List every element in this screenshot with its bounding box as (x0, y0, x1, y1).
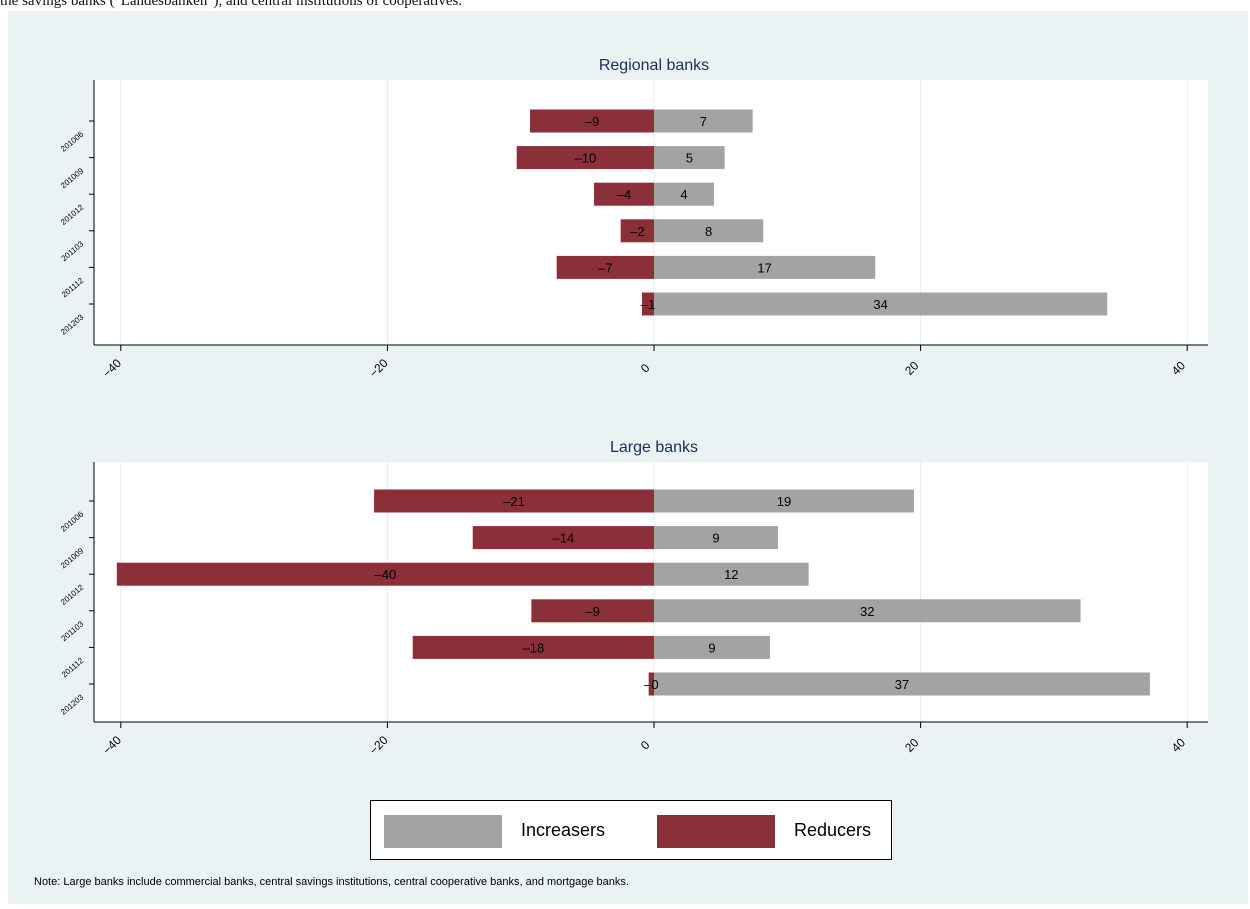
large-banks-data-label-increasers: 19 (777, 494, 791, 509)
regional-banks-bar-reducers (594, 182, 654, 206)
regional-banks-data-label-reducers: –10 (574, 151, 596, 166)
regional-banks-x-tick-label: 20 (902, 358, 922, 378)
regional-banks-bar-reducers (642, 292, 654, 316)
large-banks-bar-increasers (654, 635, 770, 659)
regional-banks-category-label: 201112 (60, 276, 86, 300)
regional-banks-data-label-increasers: 7 (700, 114, 707, 129)
regional-banks-bar-reducers (516, 146, 654, 170)
regional-banks-bar-increasers (654, 109, 753, 133)
large-banks-data-label-increasers: 9 (708, 640, 715, 655)
large-banks-bar-increasers (654, 599, 1081, 623)
large-banks-title: Large banks (610, 439, 698, 456)
large-banks-bar-reducers (374, 489, 654, 513)
large-banks-bar-reducers (412, 635, 654, 659)
large-banks-bar-increasers (654, 672, 1150, 696)
large-banks-category-label: 201009 (59, 546, 86, 570)
regional-banks-data-label-increasers: 8 (705, 224, 712, 239)
large-banks-category-label: 201012 (59, 582, 86, 606)
regional-banks-x-tick-label: −20 (366, 356, 391, 381)
legend-label-reducers: Reducers (794, 820, 872, 840)
regional-banks-x-tick-label: 40 (1169, 358, 1189, 378)
regional-banks-category-label: 201103 (59, 239, 85, 263)
regional-banks-bar-increasers (654, 146, 725, 170)
large-banks-x-tick-label: −20 (366, 733, 391, 758)
regional-banks-category-label: 201009 (59, 166, 86, 190)
large-banks-data-label-increasers: 37 (895, 677, 909, 692)
regional-banks-bar-increasers (654, 255, 876, 279)
large-banks-category-label: 201112 (60, 656, 86, 680)
regional-banks-bar-reducers (620, 219, 654, 243)
regional-banks-bar-increasers (654, 292, 1108, 316)
caption-text: the savings banks ("Landesbanken"), and … (0, 0, 463, 9)
large-banks-data-label-reducers: –9 (585, 604, 599, 619)
large-banks-data-label-reducers: –14 (553, 531, 575, 546)
large-banks-category-label: 201203 (59, 692, 86, 716)
large-banks-category-label: 201103 (59, 619, 85, 643)
large-banks-x-tick-label: 20 (902, 735, 922, 755)
legend-swatch-increasers (384, 815, 502, 848)
regional-banks-bar-reducers (556, 255, 654, 279)
regional-banks-data-label-reducers: –7 (598, 260, 612, 275)
large-banks-x-tick-label: −40 (100, 733, 125, 758)
regional-banks-data-label-reducers: –1 (641, 297, 655, 312)
large-banks-bar-increasers (654, 526, 778, 550)
large-banks-bar-reducers (472, 526, 654, 550)
regional-banks-bar-reducers (530, 109, 654, 133)
large-banks-data-label-increasers: 32 (860, 604, 874, 619)
large-banks-bar-increasers (654, 489, 914, 513)
regional-banks-category-label: 201012 (59, 202, 86, 226)
footnote: Note: Large banks include commercial ban… (34, 876, 629, 888)
regional-banks-data-label-increasers: 5 (686, 151, 693, 166)
regional-banks-data-label-reducers: –2 (630, 224, 644, 239)
large-banks-data-label-reducers: –0 (644, 677, 658, 692)
regional-banks-data-label-increasers: 34 (873, 297, 887, 312)
regional-banks-bar-increasers (654, 182, 714, 206)
regional-banks-category-label: 201006 (59, 129, 86, 153)
large-banks-x-tick-label: 0 (638, 738, 653, 753)
large-banks-data-label-increasers: 9 (712, 531, 719, 546)
large-banks-bar-increasers (654, 562, 809, 586)
legend: Increasers Reducers (370, 800, 892, 860)
large-banks-category-label: 201006 (59, 509, 86, 533)
large-banks-data-label-reducers: –18 (523, 640, 545, 655)
large-banks-data-label-increasers: 12 (724, 567, 738, 582)
regional-banks-category-label: 201203 (59, 312, 86, 336)
regional-banks-data-label-reducers: –9 (585, 114, 599, 129)
regional-banks-x-tick-label: 0 (638, 361, 653, 376)
large-banks-bar-reducers (648, 672, 654, 696)
large-banks-bar-reducers (531, 599, 654, 623)
large-banks-x-tick-label: 40 (1169, 735, 1189, 755)
regional-banks-data-label-reducers: –4 (617, 187, 631, 202)
regional-banks-bar-increasers (654, 219, 764, 243)
large-banks-data-label-reducers: –40 (375, 567, 397, 582)
large-banks-bar-reducers (116, 562, 654, 586)
large-banks-data-label-reducers: –21 (503, 494, 525, 509)
regional-banks-x-tick-label: −40 (100, 356, 125, 381)
legend-label-increasers: Increasers (521, 820, 606, 840)
regional-banks-data-label-increasers: 17 (757, 260, 771, 275)
regional-banks-data-label-increasers: 4 (680, 187, 687, 202)
regional-banks-title: Regional banks (599, 57, 709, 74)
legend-swatch-reducers (657, 815, 775, 848)
